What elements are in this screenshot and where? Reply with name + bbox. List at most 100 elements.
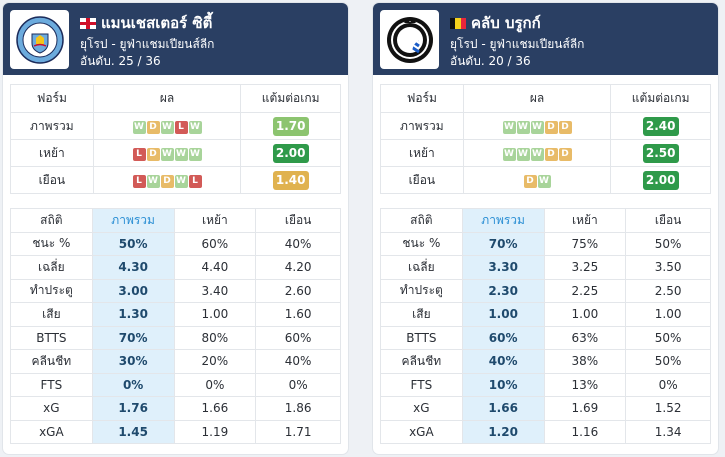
team-name[interactable]: คลับ บรูกก์ xyxy=(450,11,541,35)
result-badge[interactable]: D xyxy=(146,148,160,161)
stat-away: 1.71 xyxy=(255,419,341,444)
result-header: ผล xyxy=(92,84,242,113)
competition-label[interactable]: ยุโรป - ยูฟ่าแชมเปียนส์ลีก xyxy=(80,37,215,51)
ppg-badge: 1.70 xyxy=(272,116,309,136)
result-badge[interactable]: W xyxy=(174,148,188,161)
stat-label: xG xyxy=(10,396,93,421)
form-row: เยือน L W D W L 1.40 xyxy=(10,166,341,194)
stat-away: 2.60 xyxy=(255,278,341,303)
stat-away: 4.20 xyxy=(255,255,341,280)
away-tab[interactable]: เยือน xyxy=(625,208,711,233)
form-row: เยือน D W 2.00 xyxy=(380,166,711,194)
result-badge[interactable]: W xyxy=(530,148,544,161)
team-name-text[interactable]: แมนเชสเตอร์ ซิตี้ xyxy=(101,14,213,32)
stat-away: 40% xyxy=(255,231,341,256)
stats-row: เฉลี่ย 4.30 4.40 4.20 xyxy=(10,255,341,280)
stat-label: เสีย xyxy=(380,302,463,327)
stat-overall: 10% xyxy=(461,372,545,397)
result-badge[interactable]: D xyxy=(558,121,572,134)
stat-away: 1.86 xyxy=(255,396,341,421)
result-badge[interactable]: L xyxy=(132,175,146,188)
ppg-badge: 1.40 xyxy=(272,170,309,190)
result-header: ผล xyxy=(462,84,612,113)
stats-row: BTTS 70% 80% 60% xyxy=(10,325,341,350)
team-name-text[interactable]: คลับ บรูกก์ xyxy=(471,14,541,32)
result-badge[interactable]: W xyxy=(160,121,174,134)
overall-tab[interactable]: ภาพรวม xyxy=(461,208,545,233)
form-row: เหย้า L D W W W 2.00 xyxy=(10,139,341,167)
stat-label: คลีนชีท xyxy=(10,349,93,374)
result-badge[interactable]: W xyxy=(502,121,516,134)
stats-row: BTTS 60% 63% 50% xyxy=(380,325,711,350)
stat-away: 0% xyxy=(255,372,341,397)
form-row-label: ภาพรวม xyxy=(380,112,464,140)
form-row: เหย้า W W W D D 2.50 xyxy=(380,139,711,167)
stats-row: เสีย 1.30 1.00 1.60 xyxy=(10,302,341,327)
ppg-badge: 2.00 xyxy=(642,170,679,190)
form-header-row: ฟอร์ม ผล แต้มต่อเกม xyxy=(10,84,341,113)
result-badge[interactable]: W xyxy=(537,175,551,188)
result-badge[interactable]: W xyxy=(160,148,174,161)
stat-overall: 1.30 xyxy=(91,302,175,327)
stat-away: 1.52 xyxy=(625,396,711,421)
stat-home: 60% xyxy=(173,231,257,256)
stat-home: 1.66 xyxy=(173,396,257,421)
stat-label: คลีนชีท xyxy=(380,349,463,374)
form-header: ฟอร์ม xyxy=(10,84,94,113)
result-badge[interactable]: W xyxy=(146,175,160,188)
club-brugge-crest-icon[interactable] xyxy=(380,10,439,69)
form-row: ภาพรวม W W W D D 2.40 xyxy=(380,112,711,140)
competition-label[interactable]: ยุโรป - ยูฟ่าแชมเปียนส์ลีก xyxy=(450,37,585,51)
overall-tab[interactable]: ภาพรวม xyxy=(91,208,175,233)
form-table: ฟอร์ม ผล แต้มต่อเกม ภาพรวม W D W L W 1.70 เหย้า… xyxy=(10,84,341,194)
result-badge[interactable]: D xyxy=(544,121,558,134)
result-badge[interactable]: W xyxy=(516,148,530,161)
stat-overall: 0% xyxy=(91,372,175,397)
result-badge[interactable]: D xyxy=(558,148,572,161)
stats-header: สถิติ xyxy=(10,208,93,233)
result-badge[interactable]: W xyxy=(502,148,516,161)
result-badge[interactable]: W xyxy=(530,121,544,134)
stat-label: FTS xyxy=(380,372,463,397)
result-badge[interactable]: W xyxy=(132,121,146,134)
result-badge[interactable]: D xyxy=(146,121,160,134)
result-badge[interactable]: W xyxy=(188,148,202,161)
result-badge[interactable]: D xyxy=(523,175,537,188)
home-tab[interactable]: เหย้า xyxy=(173,208,257,233)
stats-table: สถิติ ภาพรวม เหย้า เยือน ชนะ % 70% 75% 50% เ… xyxy=(380,208,711,444)
stat-label: xGA xyxy=(380,419,463,444)
stat-away: 40% xyxy=(255,349,341,374)
result-badge[interactable]: L xyxy=(132,148,146,161)
stat-label: xGA xyxy=(10,419,93,444)
stat-home: 1.00 xyxy=(173,302,257,327)
stat-overall: 4.30 xyxy=(91,255,175,280)
stat-home: 1.16 xyxy=(543,419,627,444)
stats-row: ทำประตู 2.30 2.25 2.50 xyxy=(380,278,711,303)
result-badge[interactable]: D xyxy=(160,175,174,188)
stat-label: เสีย xyxy=(10,302,93,327)
ppg-cell: 2.40 xyxy=(610,112,711,140)
result-badge[interactable]: W xyxy=(516,121,530,134)
result-badge[interactable]: W xyxy=(174,175,188,188)
result-badge[interactable]: L xyxy=(188,175,202,188)
stat-away: 2.50 xyxy=(625,278,711,303)
stat-overall: 30% xyxy=(91,349,175,374)
ppg-badge: 2.00 xyxy=(272,143,309,163)
stats-table: สถิติ ภาพรวม เหย้า เยือน ชนะ % 50% 60% 40% เ… xyxy=(10,208,341,444)
form-row-label: เยือน xyxy=(10,166,94,194)
home-tab[interactable]: เหย้า xyxy=(543,208,627,233)
stat-overall: 60% xyxy=(461,325,545,350)
ppg-header: แต้มต่อเกม xyxy=(610,84,711,113)
stat-home: 80% xyxy=(173,325,257,350)
stat-overall: 2.30 xyxy=(461,278,545,303)
form-header-row: ฟอร์ม ผล แต้มต่อเกม xyxy=(380,84,711,113)
stat-away: 60% xyxy=(255,325,341,350)
result-badge[interactable]: L xyxy=(174,121,188,134)
result-badge[interactable]: D xyxy=(544,148,558,161)
stat-home: 1.19 xyxy=(173,419,257,444)
manchester-city-crest-icon[interactable] xyxy=(10,10,69,69)
away-tab[interactable]: เยือน xyxy=(255,208,341,233)
team-name[interactable]: แมนเชสเตอร์ ซิตี้ xyxy=(80,11,212,35)
result-badge[interactable]: W xyxy=(188,121,202,134)
